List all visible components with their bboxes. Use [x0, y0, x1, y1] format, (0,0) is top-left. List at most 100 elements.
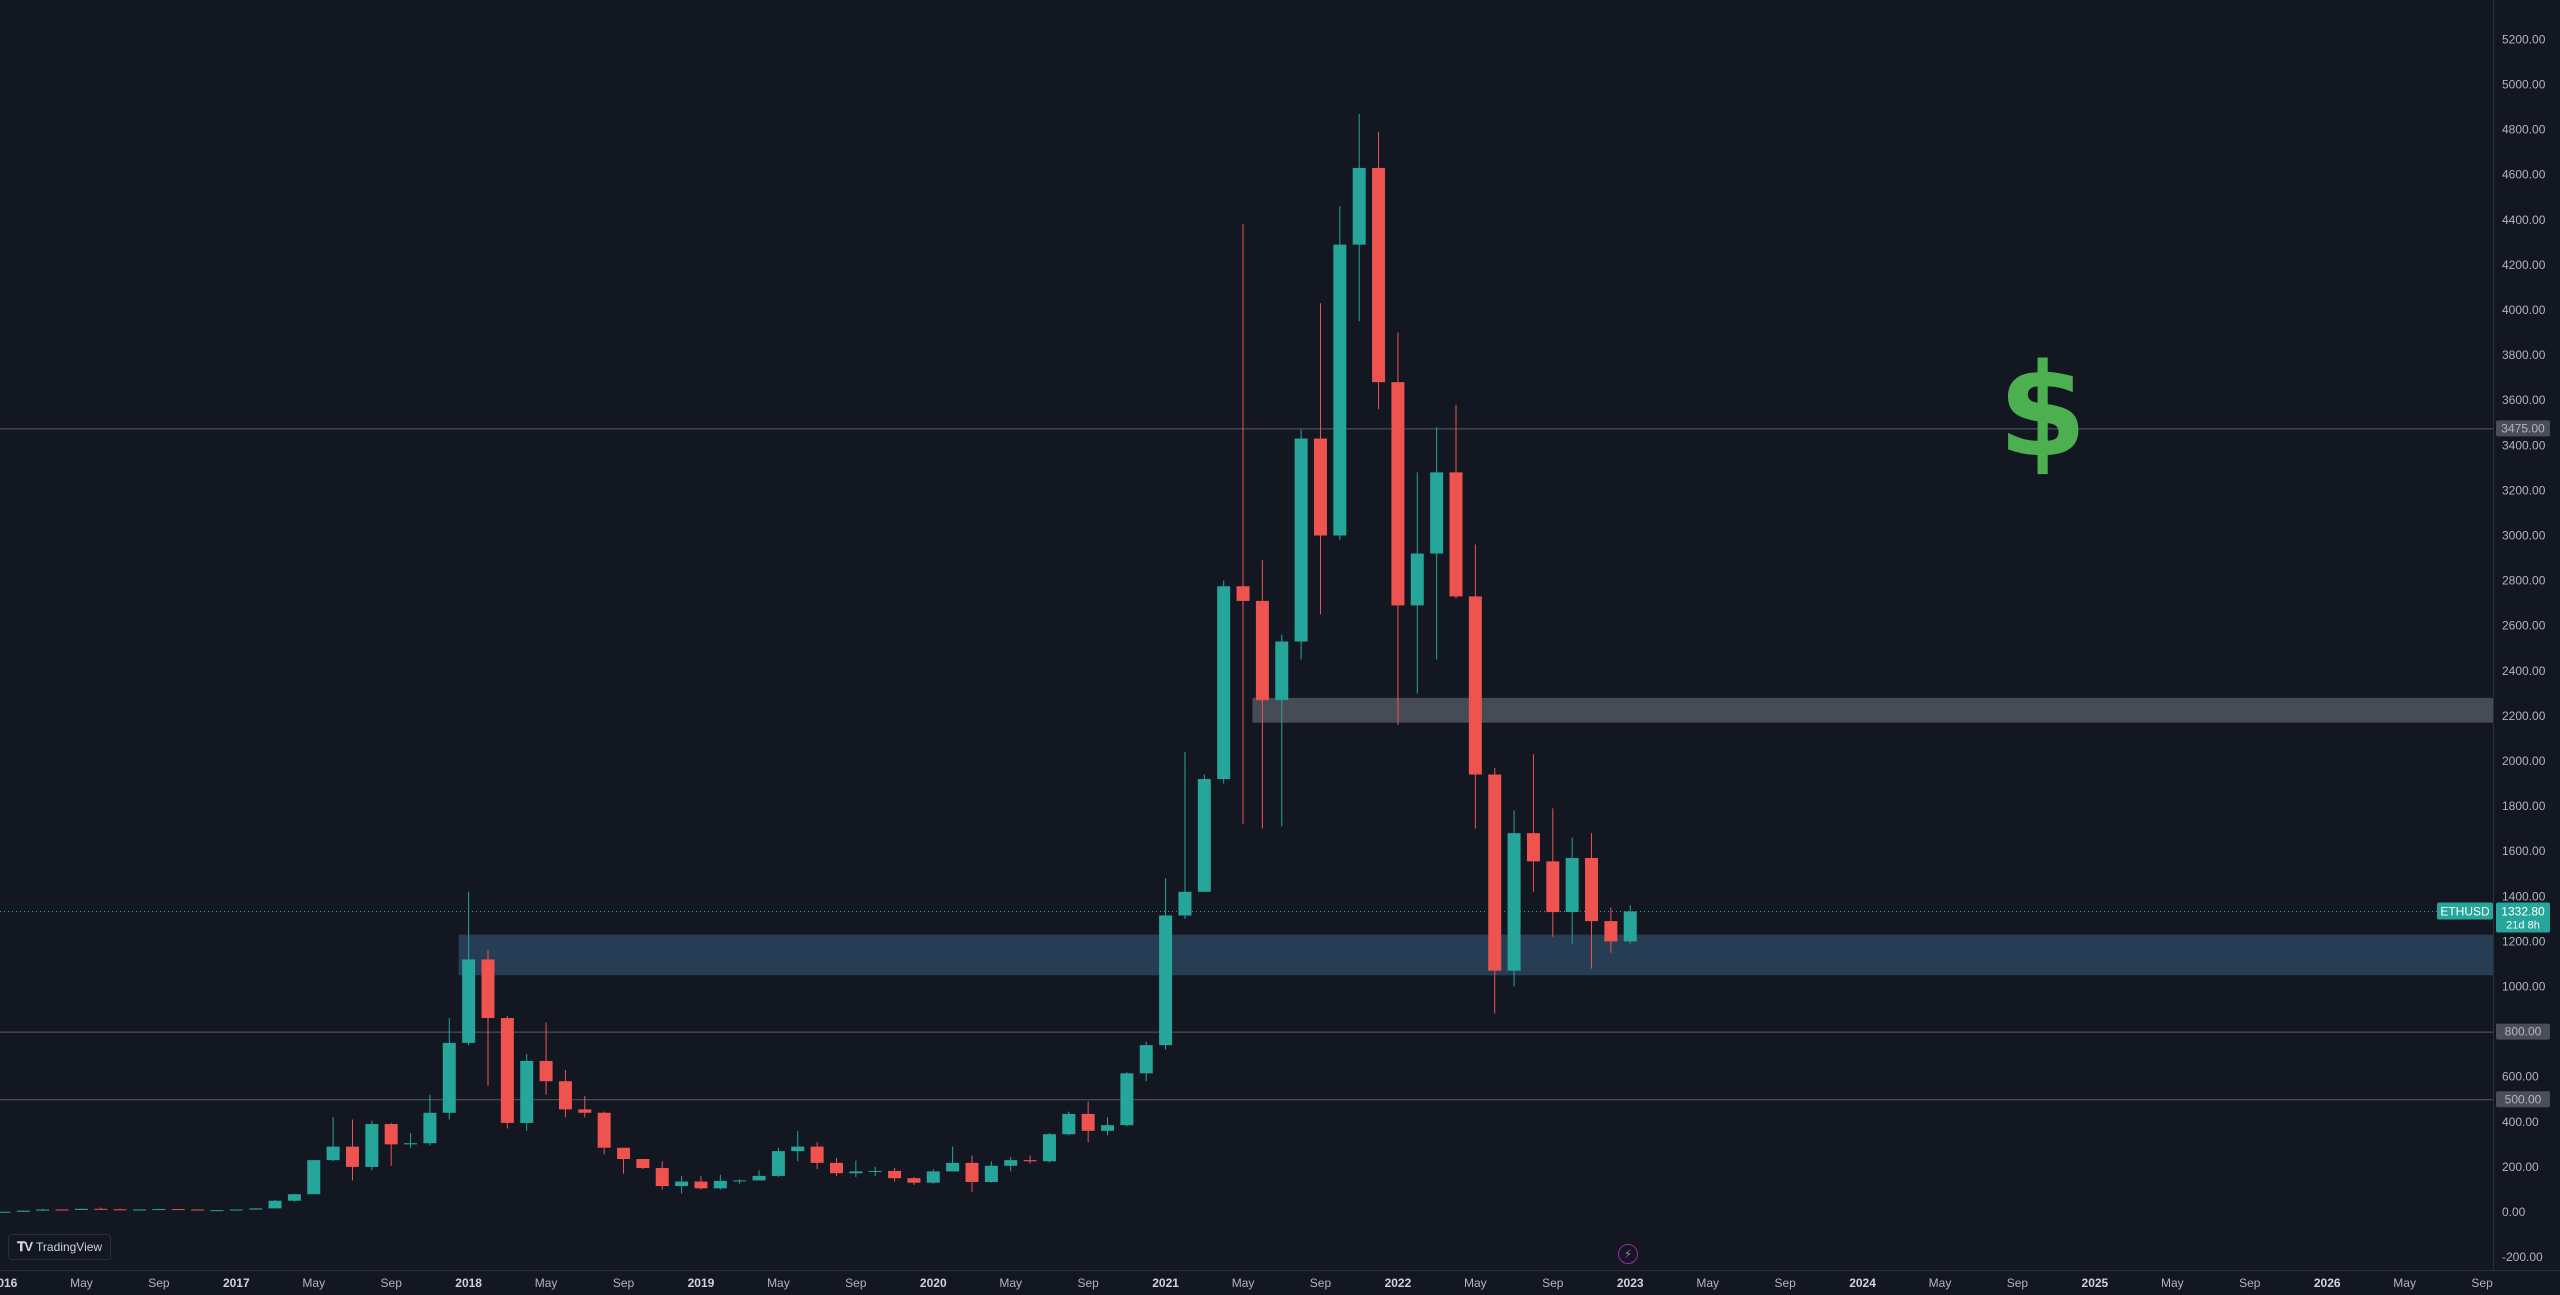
candle[interactable] [1410, 472, 1424, 694]
candle[interactable] [1159, 878, 1173, 1050]
candle[interactable] [1488, 767, 1502, 1014]
candle[interactable] [1430, 427, 1444, 660]
candle[interactable] [636, 1159, 650, 1170]
candle[interactable] [1565, 837, 1579, 944]
candle-body[interactable] [1449, 472, 1463, 597]
candle[interactable] [849, 1160, 863, 1178]
candle-body[interactable] [1004, 1160, 1018, 1166]
candle[interactable] [713, 1174, 727, 1190]
candle[interactable] [1468, 544, 1482, 829]
candle-body[interactable] [1410, 553, 1424, 606]
candle[interactable] [1178, 751, 1192, 919]
candle-body[interactable] [404, 1143, 418, 1145]
candle[interactable] [810, 1142, 824, 1170]
candle-body[interactable] [1546, 861, 1560, 913]
candle[interactable] [1546, 808, 1560, 937]
candle-body[interactable] [1526, 833, 1540, 862]
candle-body[interactable] [558, 1081, 572, 1110]
candle-body[interactable] [1178, 891, 1192, 916]
candle[interactable] [36, 1208, 50, 1211]
candle-body[interactable] [675, 1181, 689, 1187]
candle-body[interactable] [1468, 596, 1482, 775]
candle-body[interactable] [946, 1162, 960, 1172]
candle-body[interactable] [1255, 600, 1269, 701]
time-axis[interactable]: 2016 May Sep 2017 May Sep 2018 May Sep 2019 May Sep… [0, 1276, 2493, 1290]
candle[interactable] [1139, 1041, 1153, 1082]
candle[interactable] [1526, 754, 1540, 892]
candle[interactable] [1333, 206, 1347, 541]
candle-body[interactable] [810, 1146, 824, 1163]
candle[interactable] [1101, 1117, 1115, 1136]
candle-body[interactable] [1120, 1073, 1134, 1126]
candle[interactable] [365, 1120, 379, 1171]
candle-body[interactable] [1197, 779, 1211, 892]
candle[interactable] [1585, 833, 1599, 969]
candle-body[interactable] [1372, 167, 1386, 383]
candle-body[interactable] [55, 1209, 69, 1211]
candle-body[interactable] [520, 1060, 534, 1123]
candle[interactable] [1372, 131, 1386, 410]
candle[interactable] [191, 1209, 205, 1211]
candle-body[interactable] [74, 1208, 88, 1210]
candle-body[interactable] [1139, 1045, 1153, 1074]
candle-body[interactable] [307, 1160, 321, 1195]
candle[interactable] [829, 1157, 843, 1176]
candle[interactable] [1294, 429, 1308, 660]
candle-body[interactable] [1294, 438, 1308, 642]
candle-body[interactable] [849, 1171, 863, 1174]
candle-body[interactable] [733, 1180, 747, 1182]
candle-body[interactable] [462, 959, 476, 1043]
candle-body[interactable] [1081, 1113, 1095, 1131]
candle[interactable] [287, 1193, 301, 1202]
candle[interactable] [326, 1117, 340, 1162]
candle-body[interactable] [210, 1210, 224, 1212]
candle-body[interactable] [1604, 921, 1618, 942]
candle[interactable] [946, 1146, 960, 1172]
candle[interactable] [1004, 1156, 1018, 1172]
candle-body[interactable] [888, 1170, 902, 1179]
candle[interactable] [1449, 404, 1463, 599]
candle-body[interactable] [16, 1210, 30, 1212]
candle-body[interactable] [268, 1200, 282, 1209]
candle[interactable] [791, 1130, 805, 1162]
candle-body[interactable] [1062, 1113, 1076, 1135]
candle-body[interactable] [984, 1165, 998, 1183]
candle-body[interactable] [345, 1146, 359, 1167]
candle[interactable] [210, 1210, 224, 1212]
candle-body[interactable] [365, 1124, 379, 1167]
candle[interactable] [926, 1169, 940, 1184]
candle[interactable] [1623, 905, 1637, 944]
candle[interactable] [307, 1160, 321, 1195]
candle[interactable] [907, 1177, 921, 1185]
candle[interactable] [694, 1175, 708, 1190]
candle-body[interactable] [791, 1146, 805, 1152]
candle-body[interactable] [500, 1018, 514, 1123]
candles-layer[interactable] [0, 113, 1637, 1213]
candle[interactable] [558, 1069, 572, 1118]
candle[interactable] [1197, 774, 1211, 892]
tradingview-logo[interactable]: 𝐓V TradingView [8, 1234, 112, 1260]
candle[interactable] [229, 1209, 243, 1211]
candle-body[interactable] [1275, 641, 1289, 701]
candle-body[interactable] [171, 1209, 185, 1211]
candle-body[interactable] [1023, 1160, 1037, 1162]
candle-body[interactable] [481, 959, 495, 1019]
flash-icon[interactable]: ⚡ [1618, 1244, 1638, 1264]
price-axis[interactable]: 5200.00 5000.00 4800.00 4600.00 4400.00 4200.… [2502, 32, 2546, 1264]
candle[interactable] [655, 1161, 669, 1190]
candle[interactable] [965, 1155, 979, 1192]
candle[interactable] [1507, 810, 1521, 987]
candle-body[interactable] [1236, 586, 1250, 601]
candle[interactable] [1236, 224, 1250, 825]
candle[interactable] [1604, 907, 1618, 953]
candle-body[interactable] [1042, 1134, 1056, 1162]
candle[interactable] [752, 1170, 766, 1181]
candle[interactable] [597, 1111, 611, 1155]
candle[interactable] [171, 1208, 185, 1211]
candle[interactable] [74, 1208, 88, 1210]
candle-body[interactable] [133, 1209, 147, 1211]
candle-body[interactable] [36, 1209, 50, 1211]
candle-body[interactable] [1585, 857, 1599, 922]
candle[interactable] [1023, 1155, 1037, 1164]
candle[interactable] [462, 891, 476, 1046]
